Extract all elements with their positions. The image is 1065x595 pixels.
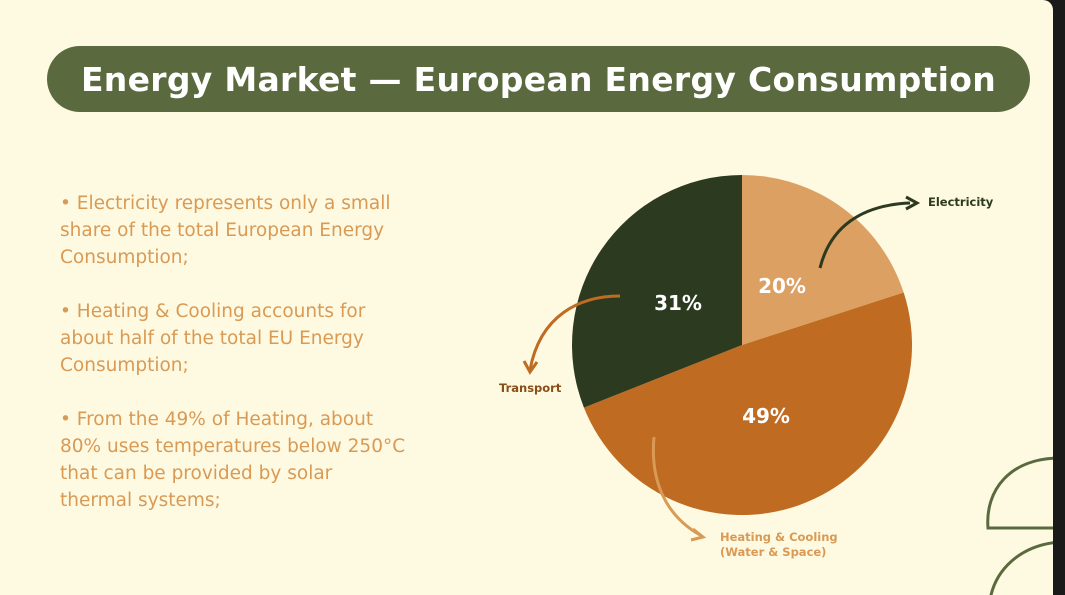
transport-callout-label: Transport [499,381,562,395]
bullet-list: • Electricity represents only a small sh… [60,190,440,541]
title-bar: Energy Market — European Energy Consumpt… [47,46,1030,112]
pie-label-electricity: 20% [758,274,806,298]
pie-slices [572,175,913,516]
electricity-callout-arrow [818,195,921,269]
bullet-heating: • Heating & Cooling accounts for about h… [60,301,366,376]
heating-callout-line-1: Heating & Cooling [720,530,838,544]
bullet-solar: • From the 49% of Heating, about 80% use… [60,409,406,511]
transport-callout-arrow [522,294,621,375]
pie-label-heating: 49% [742,404,790,428]
decorative-arc-lower [989,541,1053,595]
pie-label-transport: 31% [654,291,702,315]
slide-title: Energy Market — European Energy Consumpt… [80,59,997,99]
decorative-arc-upper [986,456,1053,530]
pie-value-labels: 20% 49% 31% [654,274,806,428]
pie-slice-transport [572,175,742,408]
heating-callout-label: Heating & Cooling (Water & Space) [720,530,842,559]
electricity-callout-label: Electricity [928,195,994,209]
heating-callout-arrow [651,436,707,542]
heating-callout-line-2: (Water & Space) [720,545,826,559]
bullet-electricity: • Electricity represents only a small sh… [60,193,391,268]
pie-slice-heating [583,292,913,516]
